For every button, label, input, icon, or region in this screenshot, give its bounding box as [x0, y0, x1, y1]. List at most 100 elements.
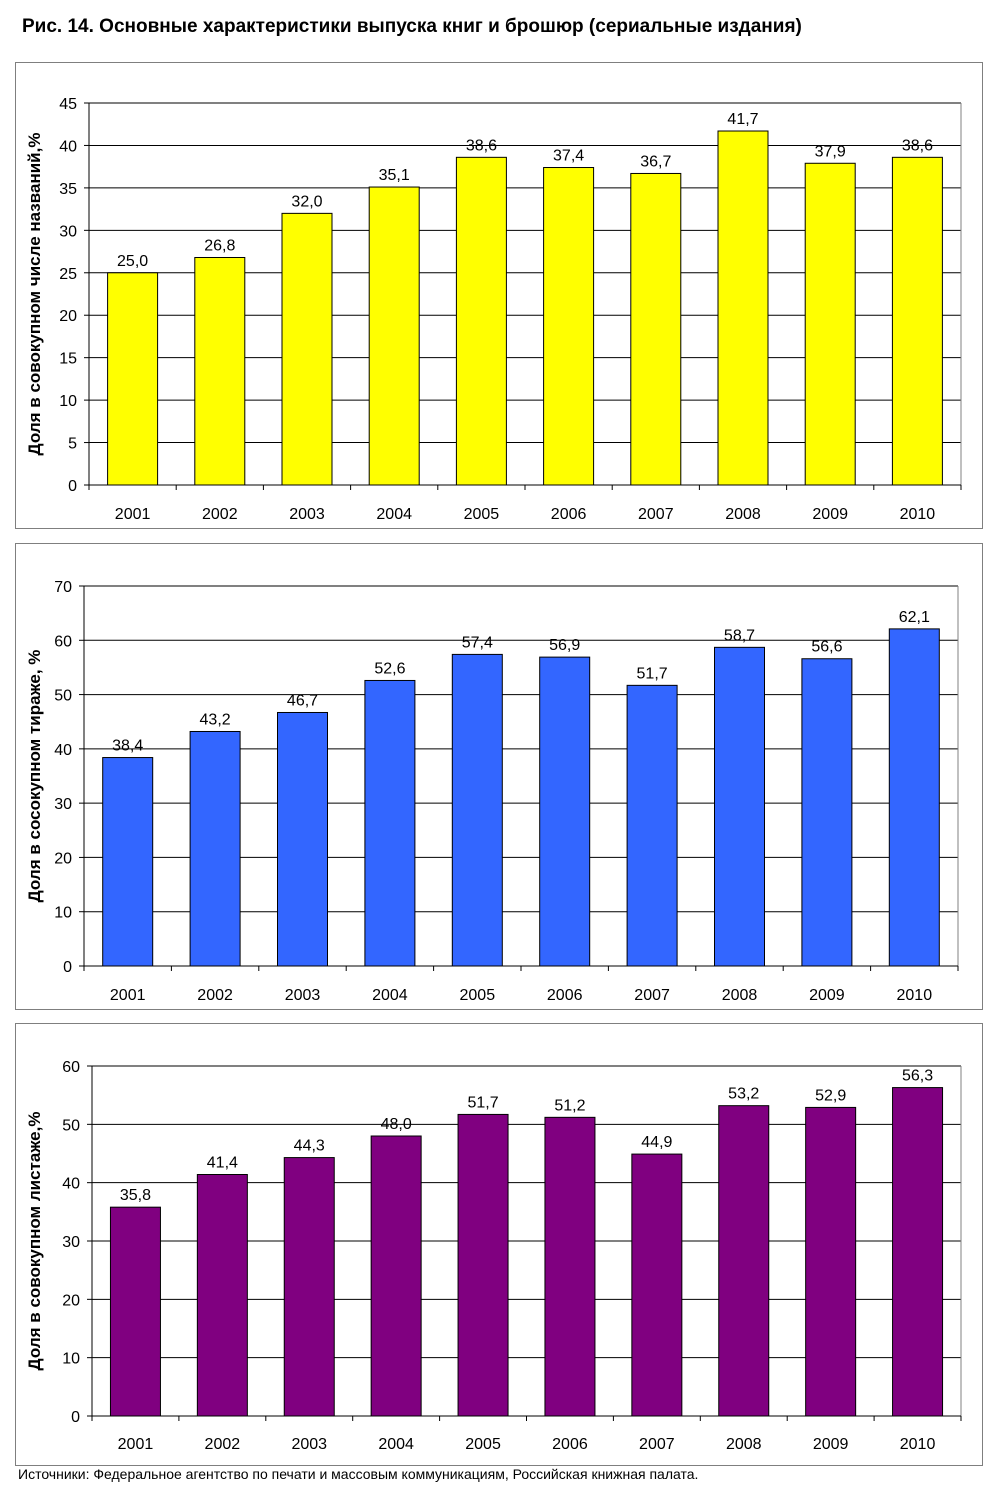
chart1-x-tick-label-2001: 2001 [110, 987, 146, 1004]
chart2-bar-2006 [544, 1116, 596, 1417]
chart0-y-tick-label: 40 [59, 138, 77, 155]
chart-panel-circulation: 0 10 20 30 40 50 60 70 38,4 2001 43,2 2002 46,7 2003 5… [15, 543, 983, 1010]
chart0-bar-2003 [281, 212, 333, 486]
chart1-data-label-2003: 46,7 [287, 692, 318, 709]
chart2-x-tick-label-2006: 2006 [552, 1436, 588, 1453]
chart2-data-label-2010: 56,3 [902, 1068, 933, 1085]
chart2-y-axis-label: Доля в совокупном листаже,% [25, 1112, 44, 1371]
chart1-data-label-2001: 38,4 [112, 738, 143, 755]
chart0-y-tick-label: 25 [59, 266, 77, 283]
chart0-bar-2008 [717, 130, 769, 486]
chart1-bar-2009 [801, 658, 853, 967]
chart2-y-tick-label: 30 [62, 1234, 80, 1251]
chart0-x-tick-label-2007: 2007 [638, 506, 674, 523]
chart1-bar-2002 [189, 730, 241, 967]
figure-title: Рис. 14. Основные характеристики выпуска… [22, 16, 802, 37]
chart2-x-tick-label-2009: 2009 [813, 1436, 849, 1453]
chart0-x-tick-label-2001: 2001 [115, 506, 151, 523]
chart1-bar-2007 [626, 684, 678, 967]
chart1-data-label-2002: 43,2 [200, 711, 231, 728]
chart0-x-tick-label-2004: 2004 [376, 506, 412, 523]
chart0-bar-2002 [194, 256, 246, 486]
chart0-y-tick-label: 10 [59, 393, 77, 410]
chart1-x-tick-label-2006: 2006 [547, 987, 583, 1004]
chart2-x-tick-label-2002: 2002 [205, 1436, 241, 1453]
chart0-bar-2010 [891, 156, 943, 486]
chart1-y-tick-label: 50 [54, 688, 72, 705]
chart0-y-tick-label: 20 [59, 308, 77, 325]
chart0-bar-2006 [543, 167, 595, 486]
chart1-data-label-2008: 58,7 [724, 627, 755, 644]
chart0-data-label-2006: 37,4 [553, 148, 584, 165]
chart0-y-tick-label: 45 [59, 96, 77, 113]
chart1-y-tick-label: 70 [54, 579, 72, 596]
chart0-data-label-2003: 32,0 [291, 193, 322, 210]
chart1-y-tick-label: 60 [54, 633, 72, 650]
chart0-bar-2009 [804, 162, 856, 486]
chart2-data-label-2005: 51,7 [467, 1094, 498, 1111]
chart1-y-tick-label: 40 [54, 742, 72, 759]
chart2-y-tick-label: 0 [71, 1409, 80, 1426]
chart2-bar-2008 [718, 1105, 770, 1417]
chart1-data-label-2004: 52,6 [374, 660, 405, 677]
chart2-bar-2005 [457, 1113, 509, 1417]
chart2-bar-2009 [805, 1106, 857, 1417]
chart2-data-label-2008: 53,2 [728, 1086, 759, 1103]
chart0-y-tick-label: 0 [68, 478, 77, 495]
chart-circulation-share: 0 10 20 30 40 50 60 70 38,4 2001 43,2 2002 46,7 2003 5… [25, 579, 959, 1004]
chart0-x-tick-label-2002: 2002 [202, 506, 238, 523]
chart1-bar-2001 [102, 757, 154, 967]
chart1-bar-2010 [888, 628, 940, 967]
chart0-data-label-2008: 41,7 [727, 111, 758, 128]
chart0-bar-2005 [455, 156, 507, 486]
chart2-bar-2001 [109, 1206, 161, 1417]
chart1-x-tick-label-2005: 2005 [460, 987, 496, 1004]
chart2-bar-2003 [283, 1157, 335, 1417]
chart0-data-label-2001: 25,0 [117, 253, 148, 270]
chart2-y-tick-label: 40 [62, 1176, 80, 1193]
chart2-x-tick-label-2004: 2004 [378, 1436, 414, 1453]
chart2-data-label-2006: 51,2 [554, 1097, 585, 1114]
chart2-bar-2004 [370, 1135, 422, 1417]
chart0-x-tick-label-2010: 2010 [900, 506, 936, 523]
chart2-x-tick-label-2005: 2005 [465, 1436, 501, 1453]
chart2-y-tick-label: 20 [62, 1292, 80, 1309]
chart1-y-tick-label: 30 [54, 796, 72, 813]
chart0-y-tick-label: 35 [59, 181, 77, 198]
chart0-data-label-2007: 36,7 [640, 153, 671, 170]
chart2-y-tick-label: 50 [62, 1117, 80, 1134]
chart2-x-tick-label-2007: 2007 [639, 1436, 675, 1453]
chart2-data-label-2009: 52,9 [815, 1087, 846, 1104]
chart2-data-label-2004: 48,0 [381, 1116, 412, 1133]
chart0-data-label-2005: 38,6 [466, 137, 497, 154]
source-note: Источники: Федеральное агентство по печа… [18, 1466, 699, 1482]
chart2-data-label-2001: 35,8 [120, 1187, 151, 1204]
chart1-bar-2004 [364, 679, 416, 967]
chart1-y-axis-label: Доля в сосокупном тираже, % [25, 650, 44, 903]
chart1-bar-2003 [277, 711, 328, 967]
chart0-x-tick-label-2009: 2009 [812, 506, 848, 523]
chart0-y-tick-label: 15 [59, 351, 77, 368]
chart1-x-tick-label-2002: 2002 [197, 987, 233, 1004]
chart0-data-label-2004: 35,1 [379, 167, 410, 184]
chart-panel-titles: 0 5 10 15 20 25 30 35 40 45 25,0 2001 26,8 2002 32,0 20… [15, 62, 983, 529]
chart0-data-label-2002: 26,8 [204, 237, 235, 254]
chart0-x-tick-label-2006: 2006 [551, 506, 587, 523]
chart2-data-label-2002: 41,4 [207, 1155, 238, 1172]
chart1-bar-2005 [451, 653, 503, 967]
chart1-x-tick-label-2008: 2008 [722, 987, 758, 1004]
chart1-data-label-2006: 56,9 [549, 637, 580, 654]
chart1-x-tick-label-2003: 2003 [285, 987, 321, 1004]
chart2-bar-2002 [196, 1174, 248, 1417]
chart0-y-tick-label: 30 [59, 223, 77, 240]
chart0-bar-2004 [368, 186, 420, 486]
chart2-x-tick-label-2001: 2001 [118, 1436, 154, 1453]
chart0-data-label-2010: 38,6 [902, 137, 933, 154]
chart-titles-share: 0 5 10 15 20 25 30 35 40 45 25,0 2001 26,8 2002 32,0 20… [25, 96, 962, 523]
chart0-bar-2007 [630, 172, 682, 486]
chart1-y-tick-label: 10 [54, 905, 72, 922]
chart-sheets-share: 0 10 20 30 40 50 60 35,8 2001 41,4 2002 44,3 2003 48,… [25, 1059, 962, 1453]
chart0-x-tick-label-2008: 2008 [725, 506, 761, 523]
chart1-data-label-2009: 56,6 [811, 639, 842, 656]
chart0-x-tick-label-2005: 2005 [464, 506, 500, 523]
